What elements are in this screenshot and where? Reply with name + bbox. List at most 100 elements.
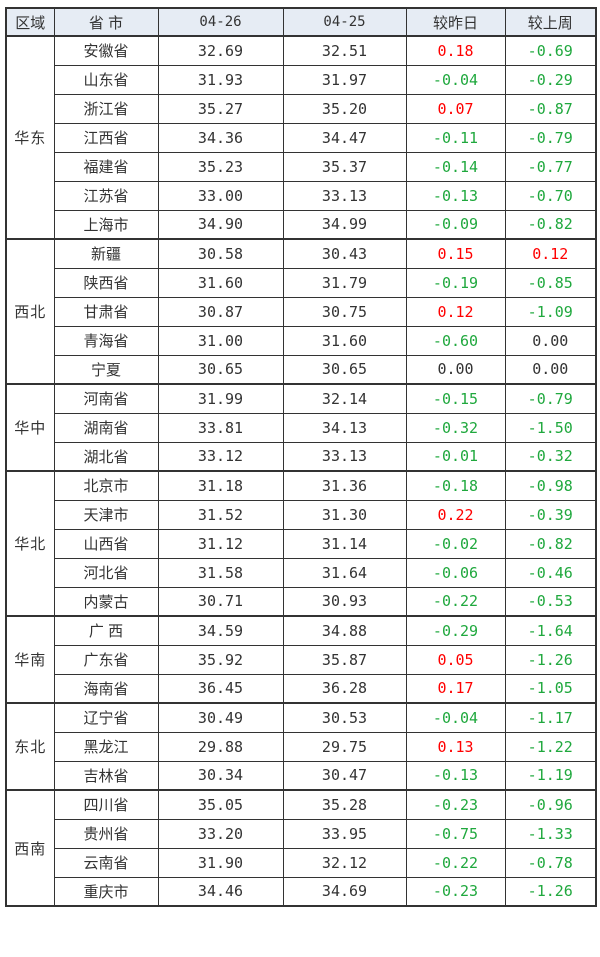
change-vs-yesterday-cell: -0.32 (405, 412, 506, 443)
table-row: 上海市 34.90 34.99 -0.09 -0.82 (6, 209, 597, 240)
price-0425-cell: 32.14 (282, 383, 407, 414)
price-0426-cell: 33.81 (157, 412, 284, 443)
table-row: 海南省 36.45 36.28 0.17 -1.05 (6, 673, 597, 704)
change-vs-yesterday-cell: -0.23 (405, 876, 506, 907)
table-row: 东北 辽宁省 30.49 30.53 -0.04 -1.17 (5, 702, 597, 791)
change-vs-yesterday-cell: 0.07 (405, 93, 506, 124)
change-vs-last-week-cell: -0.78 (504, 847, 597, 878)
province-cell: 安徽省 (53, 35, 159, 66)
table-row: 贵州省 33.20 33.95 -0.75 -1.33 (6, 818, 597, 849)
change-vs-last-week-cell: -0.69 (504, 35, 597, 66)
price-0425-cell: 30.47 (282, 760, 407, 791)
price-0425-cell: 29.75 (282, 731, 407, 762)
price-0425-cell: 34.88 (282, 615, 407, 646)
change-vs-yesterday-cell: 0.13 (405, 731, 506, 762)
price-0426-cell: 35.27 (157, 93, 284, 124)
price-0425-cell: 31.79 (282, 267, 407, 298)
price-0425-cell: 34.69 (282, 876, 407, 907)
price-0426-cell: 34.36 (157, 122, 284, 153)
price-0425-cell: 35.28 (282, 789, 407, 820)
change-vs-yesterday-cell: -0.02 (405, 528, 506, 559)
province-cell: 江苏省 (53, 180, 159, 211)
price-0425-cell: 36.28 (282, 673, 407, 704)
region-cell: 西南 (5, 789, 55, 907)
price-0426-cell: 31.58 (157, 557, 284, 588)
price-0425-cell: 30.75 (282, 296, 407, 327)
region-cell: 华东 (5, 35, 55, 240)
province-cell: 河南省 (53, 383, 159, 414)
change-vs-last-week-cell: -1.22 (504, 731, 597, 762)
province-cell: 北京市 (53, 470, 159, 501)
table-row: 湖南省 33.81 34.13 -0.32 -1.50 (6, 412, 597, 443)
price-0426-cell: 31.18 (157, 470, 284, 501)
price-0425-cell: 31.60 (282, 325, 407, 356)
province-cell: 福建省 (53, 151, 159, 182)
column-header-vs-yesterday: 较昨日 (405, 7, 506, 37)
change-vs-last-week-cell: -0.29 (504, 64, 597, 95)
change-vs-last-week-cell: -0.77 (504, 151, 597, 182)
change-vs-yesterday-cell: -0.22 (405, 847, 506, 878)
change-vs-last-week-cell: -0.79 (504, 383, 597, 414)
change-vs-yesterday-cell: -0.01 (405, 441, 506, 472)
change-vs-last-week-cell: -0.85 (504, 267, 597, 298)
price-0426-cell: 30.49 (157, 702, 284, 733)
province-price-table: 区域 省 市 04-26 04-25 较昨日 较上周 华东 安徽省 32.69 32.… (5, 7, 597, 907)
change-vs-last-week-cell: 0.00 (504, 325, 597, 356)
change-vs-last-week-cell: -0.82 (504, 528, 597, 559)
price-0425-cell: 33.95 (282, 818, 407, 849)
change-vs-yesterday-cell: -0.18 (405, 470, 506, 501)
price-0425-cell: 35.87 (282, 644, 407, 675)
change-vs-last-week-cell: -1.05 (504, 673, 597, 704)
change-vs-yesterday-cell: -0.04 (405, 702, 506, 733)
province-cell: 天津市 (53, 499, 159, 530)
change-vs-yesterday-cell: -0.75 (405, 818, 506, 849)
price-0425-cell: 30.43 (282, 238, 407, 269)
table-row: 青海省 31.00 31.60 -0.60 0.00 (6, 325, 597, 356)
change-vs-last-week-cell: -0.96 (504, 789, 597, 820)
price-0426-cell: 30.34 (157, 760, 284, 791)
change-vs-yesterday-cell: -0.13 (405, 180, 506, 211)
table-row: 陕西省 31.60 31.79 -0.19 -0.85 (6, 267, 597, 298)
column-header-vs-last-week: 较上周 (504, 7, 597, 37)
column-header-date-0426: 04-26 (157, 7, 284, 37)
province-cell: 湖南省 (53, 412, 159, 443)
price-0426-cell: 33.00 (157, 180, 284, 211)
column-header-date-0425: 04-25 (282, 7, 407, 37)
province-cell: 四川省 (53, 789, 159, 820)
change-vs-last-week-cell: 0.00 (504, 354, 597, 385)
column-header-province: 省 市 (53, 7, 159, 37)
province-cell: 山东省 (53, 64, 159, 95)
table-row: 福建省 35.23 35.37 -0.14 -0.77 (6, 151, 597, 182)
table-row: 华北 北京市 31.18 31.36 -0.18 -0.98 (5, 470, 597, 617)
table-row: 吉林省 30.34 30.47 -0.13 -1.19 (6, 760, 597, 791)
table-row: 甘肃省 30.87 30.75 0.12 -1.09 (6, 296, 597, 327)
change-vs-last-week-cell: -0.82 (504, 209, 597, 240)
price-0426-cell: 31.12 (157, 528, 284, 559)
province-cell: 宁夏 (53, 354, 159, 385)
region-cell: 东北 (5, 702, 55, 791)
price-0426-cell: 35.23 (157, 151, 284, 182)
price-0426-cell: 30.87 (157, 296, 284, 327)
column-header-region: 区域 (5, 7, 55, 37)
table-body: 华东 安徽省 32.69 32.51 0.18 -0.69 山东省 31.93 31.97 -0.… (5, 35, 597, 907)
table-row: 湖北省 33.12 33.13 -0.01 -0.32 (6, 441, 597, 472)
price-0426-cell: 33.20 (157, 818, 284, 849)
change-vs-yesterday-cell: 0.12 (405, 296, 506, 327)
table-row: 华中 河南省 31.99 32.14 -0.15 -0.79 (5, 383, 597, 472)
province-cell: 青海省 (53, 325, 159, 356)
province-cell: 广东省 (53, 644, 159, 675)
table-row: 江苏省 33.00 33.13 -0.13 -0.70 (6, 180, 597, 211)
region-cell: 华北 (5, 470, 55, 617)
price-0425-cell: 33.13 (282, 441, 407, 472)
price-0425-cell: 32.51 (282, 35, 407, 66)
price-0426-cell: 30.71 (157, 586, 284, 617)
table-row: 河北省 31.58 31.64 -0.06 -0.46 (6, 557, 597, 588)
price-0425-cell: 31.36 (282, 470, 407, 501)
change-vs-last-week-cell: -1.26 (504, 644, 597, 675)
change-vs-last-week-cell: -1.50 (504, 412, 597, 443)
table-row: 浙江省 35.27 35.20 0.07 -0.87 (6, 93, 597, 124)
change-vs-yesterday-cell: -0.60 (405, 325, 506, 356)
price-0426-cell: 31.99 (157, 383, 284, 414)
change-vs-last-week-cell: -1.17 (504, 702, 597, 733)
change-vs-yesterday-cell: 0.22 (405, 499, 506, 530)
